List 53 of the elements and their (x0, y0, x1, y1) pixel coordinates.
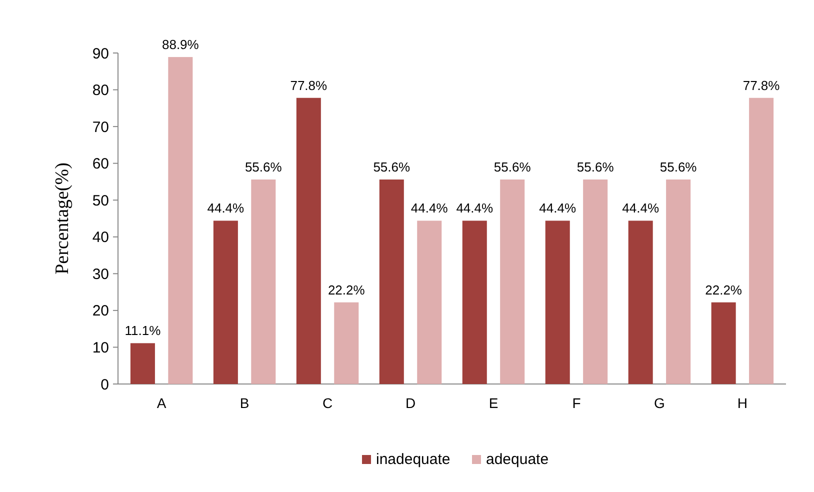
data-label: 55.6% (373, 160, 411, 175)
y-tick-label: 90 (92, 45, 109, 62)
x-tick-label: E (488, 395, 498, 411)
y-tick-label: 20 (92, 302, 109, 320)
legend-label: adequate (486, 451, 549, 468)
data-label: 22.2% (705, 282, 742, 298)
bar (711, 302, 736, 384)
bar (628, 220, 653, 384)
data-label: 55.6% (494, 160, 532, 175)
y-tick-label: 80 (92, 82, 109, 100)
bar (417, 220, 442, 384)
data-label: 55.6% (660, 160, 698, 175)
y-axis-title: Percentage(%) (52, 162, 73, 274)
x-tick-label: A (156, 395, 167, 411)
y-tick-label: 40 (92, 229, 109, 246)
y-tick-label: 70 (92, 118, 109, 136)
bar (583, 180, 608, 384)
data-label: 11.1% (124, 323, 162, 338)
y-tick-label: 50 (92, 192, 109, 210)
bar (500, 180, 525, 384)
x-tick-label: G (654, 395, 665, 411)
bar (251, 180, 276, 384)
y-tick-label: 10 (92, 339, 109, 356)
bar (130, 343, 155, 384)
bar (296, 98, 321, 384)
bar (749, 98, 774, 384)
data-label: 22.2% (328, 282, 366, 298)
data-label: 77.8% (290, 78, 328, 93)
bar (666, 180, 691, 384)
data-label: 44.4% (207, 200, 245, 216)
data-label: 77.8% (742, 78, 780, 93)
data-label: 44.4% (410, 200, 448, 216)
x-tick-label: H (737, 395, 748, 411)
legend-label: inadequate (376, 451, 450, 468)
data-label: 44.4% (622, 200, 660, 216)
x-tick-label: B (240, 395, 250, 411)
y-tick-label: 30 (92, 266, 109, 283)
bar (545, 220, 570, 384)
bar (462, 220, 487, 384)
bar (379, 180, 404, 384)
y-tick-label: 60 (92, 156, 109, 173)
x-tick-label: F (572, 395, 581, 411)
data-label: 55.6% (576, 160, 614, 175)
x-tick-label: C (322, 395, 333, 411)
bar (213, 220, 238, 384)
x-tick-label: D (405, 395, 416, 411)
data-label: 44.4% (456, 200, 494, 216)
data-label: 55.6% (244, 160, 282, 175)
y-tick-label: 0 (100, 376, 109, 394)
data-label: 88.9% (162, 37, 200, 52)
bar (168, 57, 193, 384)
bar (334, 302, 359, 384)
data-label: 44.4% (539, 200, 576, 216)
